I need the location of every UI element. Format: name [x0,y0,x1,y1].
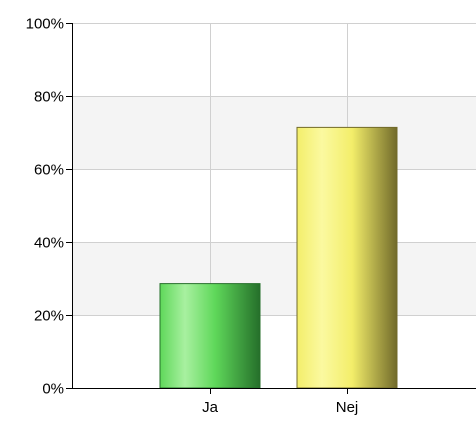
bar-ja[interactable] [159,283,261,389]
y-tick-label: 60% [34,162,64,179]
y-tick-label: 0% [42,381,64,398]
background-band [72,242,476,315]
background-band [72,96,476,169]
x-tick-label: Ja [202,399,219,416]
y-tick-label: 40% [34,235,64,252]
y-tick-label: 80% [34,89,64,106]
bars [159,126,398,389]
background-bands [72,96,476,315]
bar-nej[interactable] [296,126,398,389]
axes [66,23,476,389]
x-axis-ticks: Ja Nej [202,388,358,416]
y-tick-label: 20% [34,308,64,325]
y-tick-label: 100% [26,16,64,33]
x-tick-label: Nej [336,399,359,416]
gridlines [72,23,476,388]
y-axis-ticks: 0% 20% 40% 60% 80% 100% [26,16,72,398]
